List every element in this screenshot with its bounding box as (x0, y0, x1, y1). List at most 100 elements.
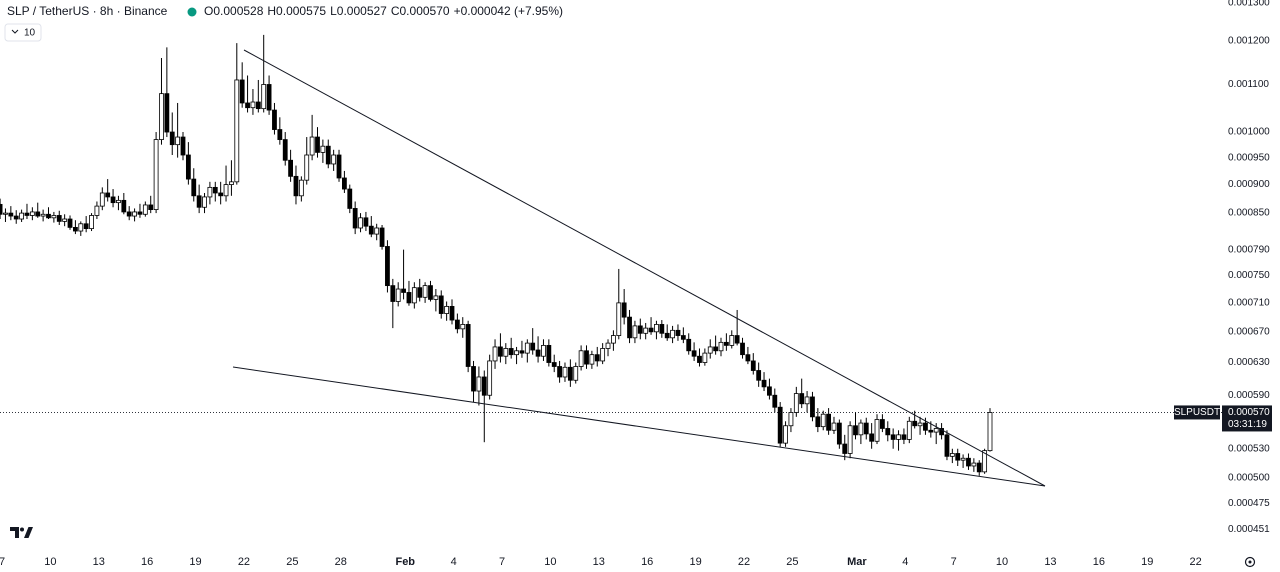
candle-body (767, 386, 772, 396)
candle-body (8, 212, 14, 217)
candle-body (277, 129, 283, 140)
candle-body (815, 416, 821, 428)
candle-body (578, 350, 584, 367)
settings-icon[interactable] (1244, 556, 1256, 568)
candle-body (3, 212, 8, 215)
candle-body (519, 350, 525, 354)
candle-body (126, 211, 132, 217)
candle-body (148, 204, 154, 210)
symbol-title: SLP / TetherUS · 8h · Binance (7, 4, 168, 18)
candle-body (29, 211, 35, 216)
x-tick-label: 7 (951, 556, 957, 568)
candle-body (627, 316, 632, 339)
candle-body (686, 338, 692, 352)
candle-body (191, 178, 197, 197)
candle-body (842, 443, 848, 454)
candle-body (976, 462, 982, 473)
candle-body (169, 131, 175, 146)
symbol-tag-box (1174, 405, 1220, 420)
candle-body (51, 215, 57, 219)
candle-body (411, 287, 417, 304)
candle-body (826, 413, 831, 431)
candle-body (454, 319, 460, 330)
candle-body (185, 154, 191, 180)
candle-body (546, 345, 552, 363)
price-tag-box (1222, 405, 1272, 432)
candle-body (541, 345, 546, 357)
x-tick-label: 13 (593, 556, 605, 568)
x-tick-label: 16 (641, 556, 653, 568)
legend-value: L0.000527 (330, 4, 387, 18)
candle-body (664, 332, 670, 339)
y-tick-label: 0.000451 (1228, 524, 1270, 535)
candle-body (901, 434, 907, 440)
candle-body (632, 325, 638, 339)
candle-body (298, 179, 304, 197)
candle-body (153, 139, 159, 210)
candle-body (282, 139, 288, 161)
y-tick-label: 0.001100 (1228, 79, 1269, 90)
candle-body (212, 186, 218, 194)
candle-body (498, 346, 503, 357)
candle-body (24, 212, 30, 216)
y-tick-label: 0.000950 (1228, 152, 1270, 163)
candle-body (594, 354, 600, 362)
candle-body (272, 109, 277, 130)
candle-body (35, 211, 41, 217)
candle-body (928, 429, 934, 433)
candle-body (142, 204, 148, 215)
candle-body (94, 205, 100, 216)
candle-body (223, 184, 229, 197)
candle-body (116, 199, 121, 204)
candle-body (793, 393, 799, 413)
x-tick-label: Feb (395, 556, 415, 568)
y-tick-label: 0.000750 (1228, 270, 1270, 281)
candle-body (428, 285, 433, 300)
candle-body (869, 433, 875, 442)
candle-body (67, 218, 73, 228)
y-tick-label: 0.001000 (1228, 127, 1270, 138)
candle-body (266, 84, 272, 111)
candle-body (164, 93, 170, 133)
candle-body (858, 422, 864, 436)
candle-body (917, 422, 923, 427)
trend-line-lower (232, 366, 1046, 487)
countdown: 03:31:19 (1228, 419, 1267, 430)
y-tick-label: 0.000590 (1228, 390, 1270, 401)
candle-body (320, 145, 326, 153)
candle-body (987, 412, 993, 452)
candle-body (347, 188, 353, 209)
candle-body (229, 181, 234, 185)
candle-body (960, 457, 966, 461)
y-tick-label: 0.000670 (1228, 326, 1270, 337)
candle-body (745, 354, 751, 362)
x-tick-label: 22 (1189, 556, 1201, 568)
candle-body (637, 325, 643, 334)
y-tick-label: 0.000500 (1228, 472, 1270, 483)
candle-body (761, 379, 767, 388)
y-tick-label: 0.000475 (1228, 498, 1270, 509)
plot-area (0, 34, 993, 476)
indicator-toggle[interactable] (4, 23, 42, 42)
candle-body (78, 223, 84, 232)
candle-body (874, 419, 880, 442)
candle-body (616, 302, 622, 336)
candle-body (325, 145, 331, 165)
x-tick-label: 25 (286, 556, 298, 568)
candle-body (40, 213, 46, 217)
candle-body (487, 360, 493, 396)
candle-body (885, 428, 891, 436)
candle-body (438, 295, 444, 314)
candle-body (933, 428, 939, 433)
candle-body (481, 376, 487, 396)
candle-body (245, 102, 250, 109)
legend-value: +0.000042 (+7.95%) (454, 4, 563, 18)
candle-body (207, 186, 213, 198)
x-tick-label: 16 (1093, 556, 1105, 568)
candle-body (395, 288, 401, 302)
candle-body (611, 335, 616, 344)
candle-body (13, 215, 19, 220)
candle-body (471, 366, 476, 392)
x-tick-label: 19 (189, 556, 201, 568)
